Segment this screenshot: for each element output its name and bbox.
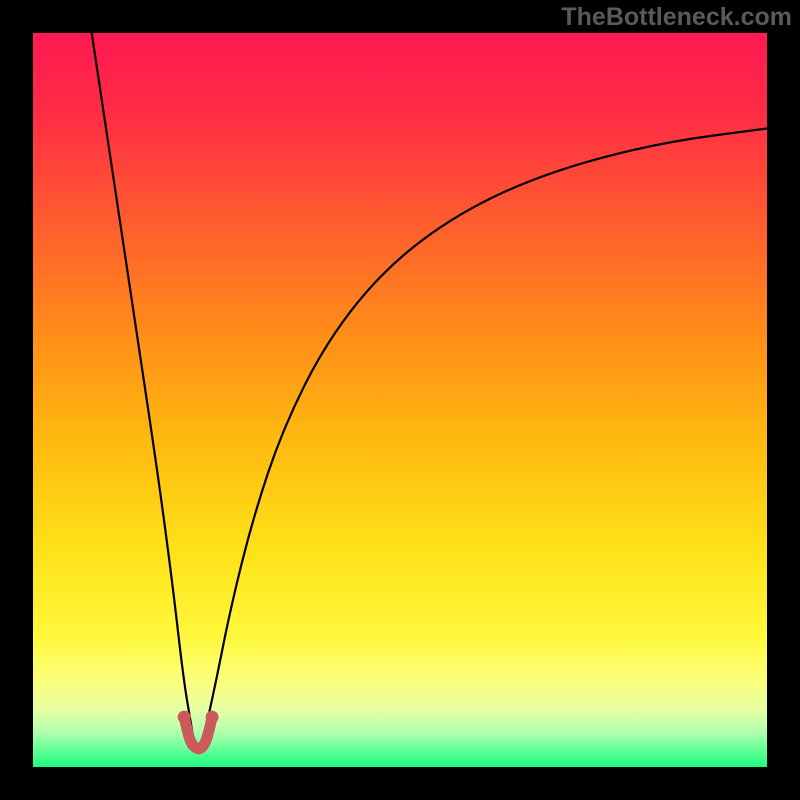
crook-end-dot [178, 711, 191, 724]
bottleneck-curve [92, 33, 767, 750]
chart-stage: TheBottleneck.com [0, 0, 800, 800]
curve-layer [0, 0, 800, 800]
crook-end-dot [206, 711, 219, 724]
